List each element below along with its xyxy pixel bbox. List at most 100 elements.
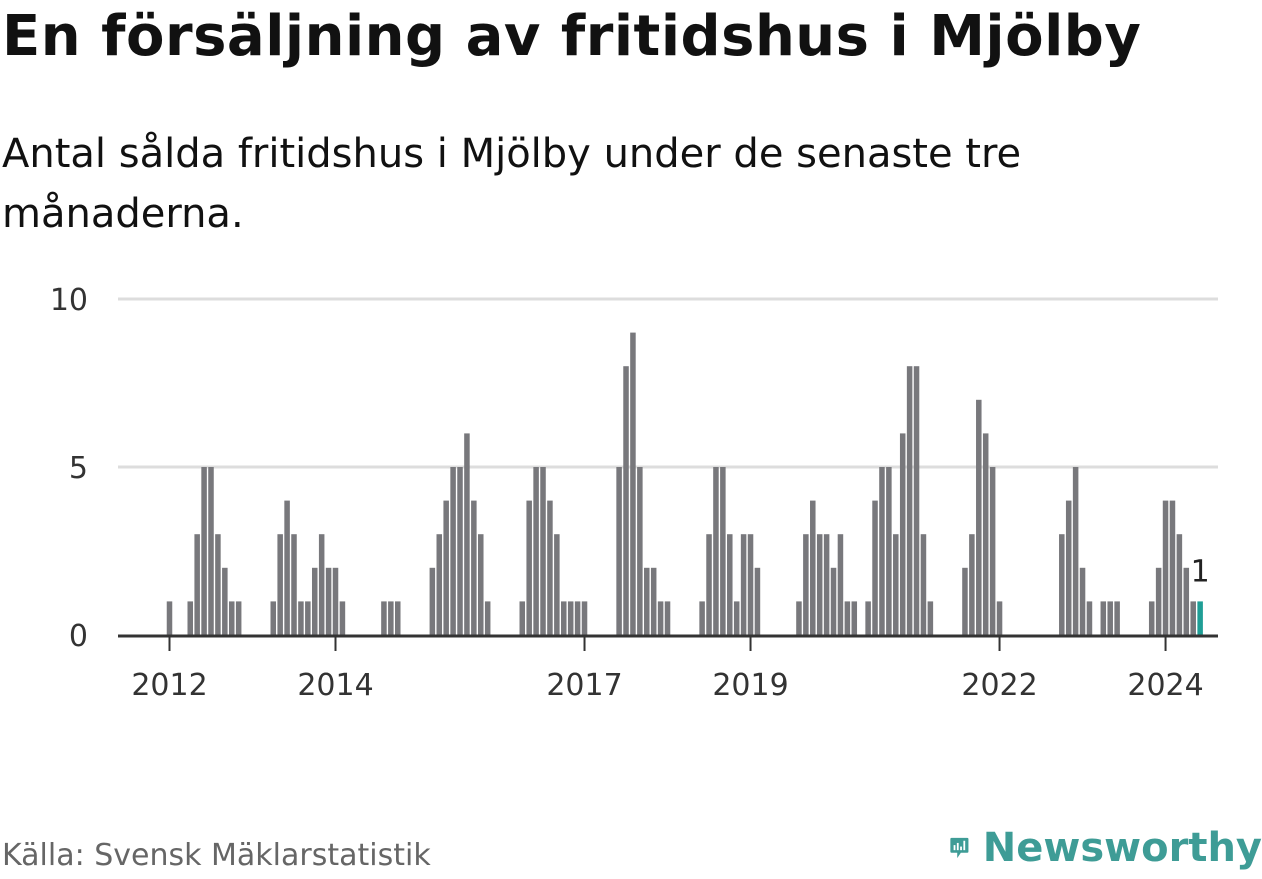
bar — [816, 534, 823, 635]
brand-name: Newsworthy — [982, 825, 1262, 871]
bar — [733, 601, 740, 635]
bar — [747, 534, 754, 635]
bar — [664, 601, 671, 635]
bar — [429, 567, 436, 635]
bar — [644, 567, 650, 635]
bar — [311, 567, 318, 635]
bar-latest — [1197, 601, 1203, 635]
bar — [436, 534, 443, 635]
bar — [1107, 601, 1113, 635]
bar — [893, 534, 899, 635]
bar — [920, 534, 927, 635]
y-tick-label: 5 — [69, 451, 88, 486]
bar — [1086, 601, 1093, 635]
bar — [803, 534, 809, 635]
bar — [989, 467, 996, 635]
bar — [277, 534, 283, 635]
bar — [450, 467, 456, 635]
bar — [284, 500, 290, 635]
bar — [187, 601, 194, 635]
bar — [796, 601, 802, 635]
bar — [996, 601, 1003, 635]
bar — [1148, 601, 1155, 635]
bar — [581, 601, 588, 635]
bar — [561, 601, 567, 635]
bar — [720, 467, 726, 635]
newsworthy-chart-icon — [950, 837, 969, 859]
bar — [844, 601, 851, 635]
bar — [222, 567, 228, 635]
bar — [540, 467, 546, 635]
chart-subtitle: Antal sålda fritidshus i Mjölby under de… — [2, 131, 1022, 237]
bar — [969, 534, 975, 635]
bar — [381, 601, 387, 635]
bar — [1190, 601, 1196, 635]
bar — [706, 534, 712, 635]
bar — [1162, 500, 1169, 635]
x-tick-label: 2022 — [961, 668, 1037, 703]
x-tick-label: 2024 — [1127, 668, 1203, 703]
bar — [554, 534, 560, 635]
y-tick-label: 10 — [50, 283, 88, 318]
x-tick-label: 2012 — [131, 668, 207, 703]
bar — [166, 601, 173, 635]
bar — [740, 534, 747, 635]
bar — [865, 601, 871, 635]
bar — [886, 467, 892, 635]
bar — [270, 601, 277, 635]
bar — [810, 500, 816, 635]
bar — [318, 534, 325, 635]
bar — [1059, 534, 1065, 635]
bar — [235, 601, 242, 635]
x-tick-label: 2014 — [297, 668, 373, 703]
bar — [484, 601, 491, 635]
bar — [1100, 601, 1107, 635]
bar — [713, 467, 719, 635]
bar — [851, 601, 858, 635]
bar — [526, 500, 532, 635]
bar — [339, 601, 346, 635]
bar — [976, 399, 982, 635]
bar — [1169, 500, 1176, 635]
bar — [657, 601, 664, 635]
bar — [215, 534, 221, 635]
bar — [395, 601, 401, 635]
bar — [927, 601, 934, 635]
bar — [443, 500, 449, 635]
bar — [637, 467, 643, 635]
bar — [464, 433, 470, 635]
bar — [567, 601, 574, 635]
bar — [457, 467, 463, 635]
bar — [574, 601, 581, 635]
bar — [208, 467, 214, 635]
bar — [1183, 567, 1190, 635]
bar — [630, 332, 636, 635]
bar — [754, 567, 761, 635]
bar — [1065, 500, 1072, 635]
bar — [879, 467, 885, 635]
x-tick-label: 2017 — [546, 668, 622, 703]
bar — [837, 534, 844, 635]
newsworthy-logo[interactable]: Newsworthy — [950, 818, 1262, 878]
bar — [1079, 567, 1086, 635]
bar — [650, 567, 657, 635]
bar — [471, 500, 477, 635]
bar — [1072, 467, 1079, 635]
bar — [906, 366, 913, 635]
bar — [325, 567, 332, 635]
bar — [547, 500, 553, 635]
bar — [830, 567, 837, 635]
bar — [519, 601, 526, 635]
chart-title: En försäljning av fritidshus i Mjölby — [2, 4, 1142, 69]
bar — [228, 601, 235, 635]
bar — [194, 534, 200, 635]
data-label: 1 — [1191, 554, 1210, 589]
x-tick-label: 2019 — [712, 668, 788, 703]
bar — [305, 601, 311, 635]
bar — [332, 567, 339, 635]
bar — [823, 534, 830, 635]
bar — [201, 467, 207, 635]
bar — [982, 433, 989, 635]
bar — [388, 601, 394, 635]
